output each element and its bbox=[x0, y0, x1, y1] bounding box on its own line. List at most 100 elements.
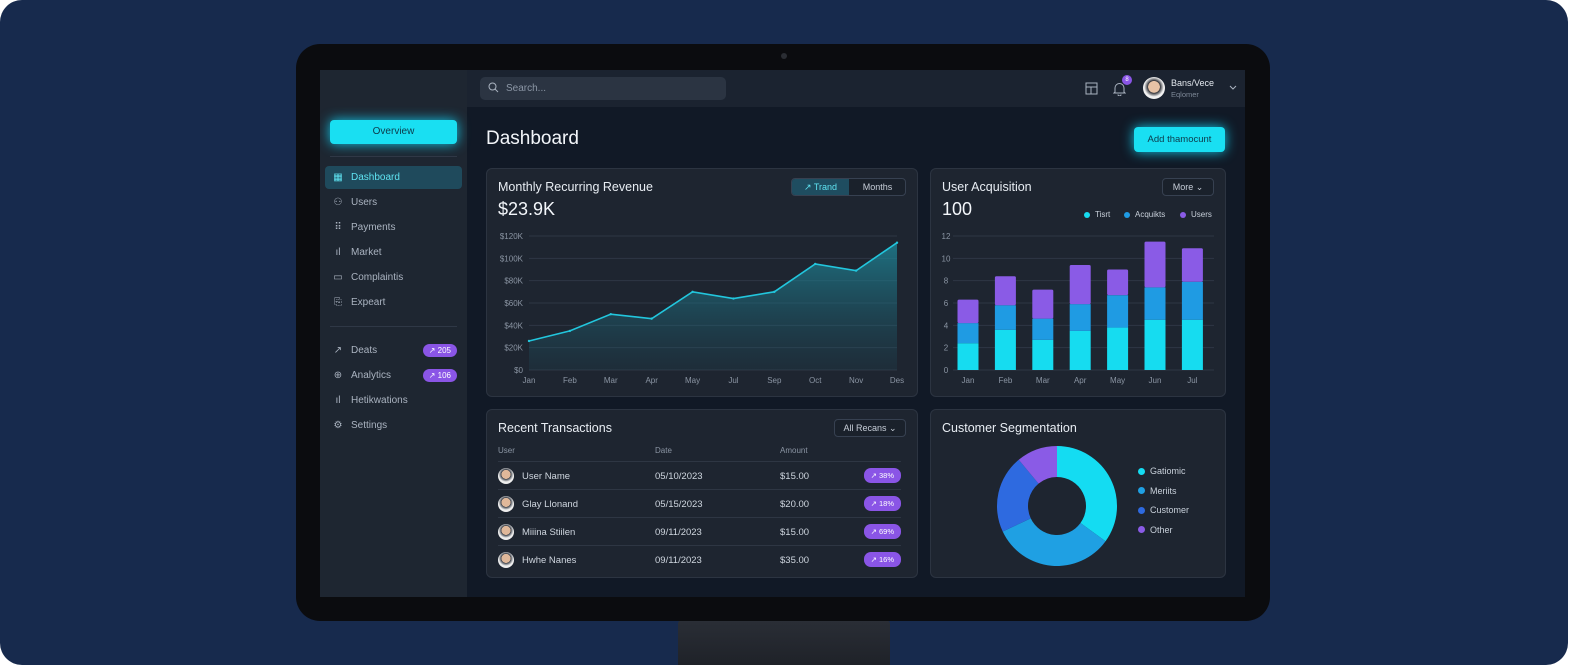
bar-segment bbox=[957, 299, 979, 324]
amount: $15.00 bbox=[780, 527, 810, 538]
user-name: Glay Llonand bbox=[522, 499, 578, 510]
y-tick-label: 2 bbox=[944, 344, 949, 353]
user-name: Miiina Stiilen bbox=[522, 527, 576, 538]
legend-swatch bbox=[1180, 211, 1186, 218]
background: Overview ▦ Dashboard ⚇ Users ⠿ Payments ıl Mark… bbox=[0, 0, 1568, 665]
more-dropdown[interactable]: More ⌄ bbox=[1162, 178, 1214, 196]
globe-icon: ⊕ bbox=[333, 370, 343, 381]
x-tick-label: Nov bbox=[849, 376, 863, 385]
table-row[interactable]: Miiina Stiilen 09/11/2023 $15.00 ↗ 69% bbox=[498, 517, 901, 545]
acquisition-value: 100 bbox=[942, 199, 973, 219]
amount: $15.00 bbox=[780, 471, 810, 482]
search-input[interactable]: Search... bbox=[480, 77, 726, 100]
legend-item: Users bbox=[1180, 210, 1212, 219]
y-tick-label: $60K bbox=[504, 299, 523, 308]
data-point bbox=[527, 339, 531, 343]
card-title: Recent Transactions bbox=[498, 421, 612, 435]
legend-swatch bbox=[1084, 211, 1090, 218]
x-tick-label: Jun bbox=[1149, 376, 1162, 385]
overview-button[interactable]: Overview bbox=[330, 120, 457, 144]
data-point bbox=[773, 290, 776, 294]
y-tick-label: 8 bbox=[944, 277, 949, 286]
user-name: Bans/Vece bbox=[1171, 78, 1215, 88]
bar-segment bbox=[994, 329, 1016, 370]
filter-dropdown[interactable]: All Recans ⌄ bbox=[834, 419, 906, 437]
amount: $35.00 bbox=[780, 555, 810, 566]
segmentation-card: Customer Segmentation Gatiomic Meriits Cus… bbox=[930, 409, 1226, 578]
sidebar: Overview ▦ Dashboard ⚇ Users ⠿ Payments ıl Mark… bbox=[320, 70, 467, 597]
data-point bbox=[691, 290, 694, 294]
card-title: Monthly Recurring Revenue bbox=[498, 180, 653, 194]
sidebar-item-expeart[interactable]: ⎘ Expeart bbox=[334, 297, 386, 308]
pie-slice bbox=[1057, 446, 1117, 542]
avatar[interactable] bbox=[1143, 77, 1165, 99]
legend-swatch bbox=[1138, 506, 1145, 514]
chevron-down-icon: ⌄ bbox=[889, 423, 897, 433]
x-tick-label: Apr bbox=[1074, 376, 1087, 385]
data-point bbox=[568, 329, 572, 333]
bar-segment bbox=[957, 343, 979, 370]
acquisition-chart: 12 10 8 6 4 2 0 Jan Feb Mar Apr May Jun Jul bbox=[942, 232, 1214, 385]
table-row[interactable]: User Name 05/10/2023 $15.00 ↗ 38% bbox=[498, 461, 901, 489]
x-tick-label: Jul bbox=[728, 376, 738, 385]
chevron-down-icon[interactable] bbox=[1229, 85, 1237, 91]
user-name: Hwhe Nanes bbox=[522, 555, 577, 566]
avatar bbox=[498, 524, 514, 540]
sidebar-item-dashboard[interactable]: ▦ Dashboard bbox=[325, 166, 462, 189]
notification-badge: 8 bbox=[1122, 75, 1132, 85]
column-header: Amount bbox=[780, 446, 808, 455]
add-button[interactable]: Add thamocunt bbox=[1134, 127, 1225, 152]
pie-slice bbox=[1002, 518, 1106, 566]
bars-icon: ıl bbox=[335, 395, 341, 406]
legend-item: Tisrt bbox=[1084, 210, 1110, 219]
chevron-down-icon: ⌄ bbox=[1195, 182, 1204, 192]
legend-swatch bbox=[1138, 467, 1145, 475]
legend-swatch bbox=[1124, 211, 1130, 218]
bar-chart-icon: ıl bbox=[335, 247, 341, 258]
amount: $20.00 bbox=[780, 499, 810, 510]
x-tick-label: Mar bbox=[604, 376, 618, 385]
sidebar-item-complaintis[interactable]: ▭ Complaintis bbox=[333, 272, 404, 283]
view-toggle: ↗ Trand Months bbox=[791, 178, 906, 196]
top-bar: Search... 8 Bans/Vece Eqlomer bbox=[467, 70, 1245, 107]
gear-icon: ⚙ bbox=[333, 420, 343, 431]
table-row[interactable]: Hwhe Nanes 09/11/2023 $35.00 ↗ 16% bbox=[498, 545, 901, 573]
bar-segment bbox=[957, 323, 979, 344]
table-row[interactable]: Glay Llonand 05/15/2023 $20.00 ↗ 18% bbox=[498, 489, 901, 517]
sidebar-item-payments[interactable]: ⠿ Payments bbox=[325, 216, 462, 239]
data-point bbox=[732, 297, 735, 300]
date: 09/11/2023 bbox=[655, 527, 702, 538]
layout-icon[interactable] bbox=[1085, 82, 1098, 95]
sidebar-item-market[interactable]: ıl Market bbox=[325, 241, 462, 264]
trend-icon: ↗ bbox=[333, 345, 343, 356]
tab-months[interactable]: Months bbox=[862, 182, 893, 192]
bar-segment bbox=[1032, 289, 1054, 319]
data-point bbox=[854, 269, 858, 272]
data-point bbox=[814, 262, 817, 266]
y-tick-label: 10 bbox=[942, 254, 951, 263]
search-placeholder: Search... bbox=[506, 83, 547, 94]
change-badge: ↗ 18% bbox=[863, 496, 901, 511]
count-badge: ↗ 106 bbox=[422, 369, 457, 382]
date: 09/11/2023 bbox=[655, 555, 702, 566]
column-header: Date bbox=[655, 446, 672, 455]
bar-segment bbox=[994, 305, 1016, 330]
sidebar-item-settings[interactable]: ⚙ Settings bbox=[333, 420, 388, 431]
bar-segment bbox=[994, 276, 1016, 306]
screen: Overview ▦ Dashboard ⚇ Users ⠿ Payments ıl Mark… bbox=[320, 70, 1245, 597]
legend-item: Customer bbox=[1138, 505, 1189, 515]
legend-item: Other bbox=[1138, 525, 1173, 535]
sidebar-item-users[interactable]: ⚇ Users bbox=[333, 197, 378, 208]
x-tick-label: Oct bbox=[809, 376, 822, 385]
area-fill bbox=[529, 242, 897, 370]
x-tick-label: Apr bbox=[645, 376, 658, 385]
bar-segment bbox=[1069, 265, 1091, 305]
sidebar-item-analytics[interactable]: ⊕ Analytics ↗ 106 bbox=[325, 364, 462, 387]
export-icon: ⎘ bbox=[334, 297, 342, 308]
monitor-stand bbox=[678, 620, 890, 665]
avatar bbox=[498, 468, 514, 484]
bell-icon[interactable] bbox=[1113, 82, 1126, 96]
sidebar-item-hetikwations[interactable]: ıl Hetikwations bbox=[325, 389, 462, 412]
sidebar-item-deats[interactable]: ↗ Deats ↗ 205 bbox=[325, 339, 462, 362]
tab-trend[interactable]: ↗ Trand bbox=[792, 179, 849, 195]
